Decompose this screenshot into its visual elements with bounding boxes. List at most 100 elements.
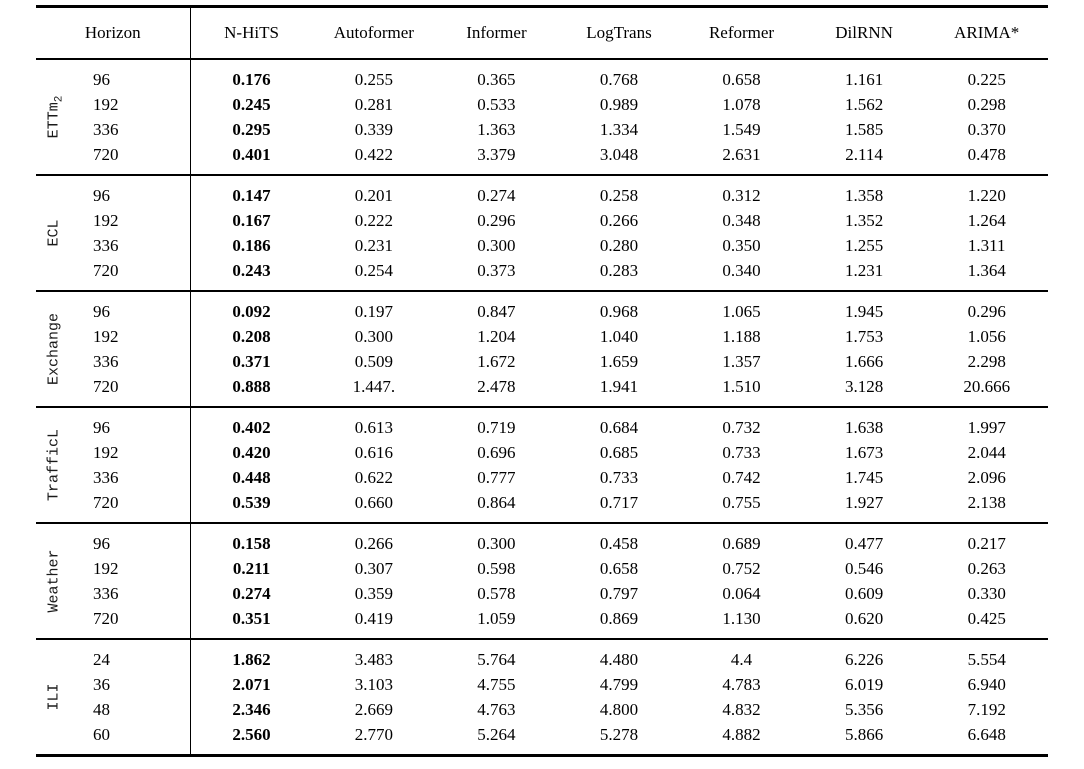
dataset-label: ECL <box>36 175 72 291</box>
metric-cell-autoformer: 1.447. <box>352 377 396 396</box>
metric-cell-dilrnn: 1.638 <box>844 418 884 437</box>
metric-cell-arima: 1.220 <box>967 186 1006 205</box>
metric-cell-logtrans: 3.048 <box>599 145 639 164</box>
metric-cell-dilrnn: 1.927 <box>844 493 884 512</box>
metric-cell-informer: 2.478 <box>477 377 516 396</box>
dataset-label-rotated-text: ILI <box>42 683 67 710</box>
metric-cell-reformer: 0.733 <box>722 443 761 462</box>
horizon-cell: 336 <box>93 352 119 371</box>
metric-cell-autoformer: 3.103 <box>354 675 393 694</box>
table-row: ILI 24 1.862 3.483 5.764 4.480 4.4 6.226 5.554 <box>36 639 1048 711</box>
metric-cell-autoformer: 2.669 <box>354 700 393 719</box>
metric-cell-arima: 1.364 <box>967 261 1006 280</box>
metric-cell-logtrans: 0.717 <box>599 493 639 512</box>
metric-cell-autoformer: 0.422 <box>354 145 393 164</box>
table-row: 36 2.071 3.103 4.755 4.799 4.783 6.019 6.940 <box>36 672 1048 697</box>
metric-cell-dilrnn: 1.231 <box>844 261 884 280</box>
metric-cell-dilrnn: 1.666 <box>844 352 884 371</box>
metric-cell-dilrnn: 1.255 <box>844 236 884 255</box>
metric-cell-autoformer: 0.281 <box>354 95 393 114</box>
horizon-cell: 96 <box>93 534 110 553</box>
horizon-cell: 336 <box>93 468 119 487</box>
metric-cell-logtrans: 0.733 <box>599 468 639 487</box>
column-header-nhits: N-HiTS <box>189 6 313 59</box>
metric-cell-logtrans: 5.278 <box>599 725 639 744</box>
metric-cell-dilrnn: 5.866 <box>844 725 884 744</box>
metric-cell-dilrnn: 6.226 <box>844 650 884 669</box>
metric-cell-informer: 0.696 <box>477 443 516 462</box>
metric-cell-nhits: 0.539 <box>189 490 313 523</box>
metric-cell-autoformer: 0.359 <box>354 584 393 603</box>
metric-cell-logtrans: 0.768 <box>599 70 639 89</box>
horizon-cell: 192 <box>93 95 119 114</box>
metric-cell-arima: 6.648 <box>967 725 1006 744</box>
metric-cell-informer: 0.777 <box>477 468 516 487</box>
metric-cell-nhits: 0.402 <box>189 407 313 440</box>
dataset-label: ETTm2 <box>36 59 72 175</box>
metric-cell-informer: 0.719 <box>477 418 516 437</box>
dataset-label: Exchange <box>36 291 72 407</box>
metric-cell-nhits: 2.560 <box>189 722 313 756</box>
metric-cell-reformer: 4.882 <box>722 725 761 744</box>
table-row: 720 0.351 0.419 1.059 0.869 1.130 0.620 0.425 <box>36 606 1048 639</box>
table-header: Horizon N-HiTS Autoformer Informer LogTr… <box>36 6 1048 59</box>
dataset-group-ettm: ETTm2 96 0.176 0.255 0.365 0.768 0.658 1.161 0.2… <box>36 59 1048 175</box>
horizon-cell: 720 <box>93 145 119 164</box>
horizon-cell: 336 <box>93 584 119 603</box>
metric-cell-informer: 5.764 <box>477 650 516 669</box>
metric-cell-autoformer: 0.231 <box>354 236 393 255</box>
horizon-cell: 60 <box>93 725 110 744</box>
metric-cell-informer: 1.204 <box>477 327 516 346</box>
metric-cell-informer: 4.755 <box>477 675 516 694</box>
metric-cell-logtrans: 4.799 <box>599 675 639 694</box>
metric-cell-logtrans: 4.480 <box>599 650 639 669</box>
horizon-cell: 36 <box>93 675 110 694</box>
table-row: 336 0.371 0.509 1.672 1.659 1.357 1.666 2.298 <box>36 349 1048 374</box>
column-header-informer: Informer <box>466 23 527 42</box>
metric-cell-reformer: 4.783 <box>722 675 761 694</box>
metric-cell-nhits: 2.071 <box>189 672 313 697</box>
metric-cell-autoformer: 0.197 <box>354 302 393 321</box>
metric-cell-nhits: 0.158 <box>189 523 313 556</box>
table-row: 192 0.208 0.300 1.204 1.040 1.188 1.753 1.056 <box>36 324 1048 349</box>
dataset-label: ILI <box>36 639 72 756</box>
horizon-cell: 192 <box>93 559 119 578</box>
metric-cell-nhits: 0.295 <box>189 117 313 142</box>
metric-cell-nhits: 0.092 <box>189 291 313 324</box>
metric-cell-autoformer: 0.222 <box>354 211 393 230</box>
metric-cell-dilrnn: 1.753 <box>844 327 884 346</box>
horizon-cell: 192 <box>93 327 119 346</box>
metric-cell-autoformer: 0.509 <box>354 352 393 371</box>
dataset-label-text: Weather <box>45 549 63 613</box>
dataset-label-rotated-text: Weather <box>42 549 67 612</box>
metric-cell-autoformer: 0.254 <box>354 261 393 280</box>
table-row: 720 0.888 1.447. 2.478 1.941 1.510 3.128 20.666 <box>36 374 1048 407</box>
metric-cell-dilrnn: 6.019 <box>844 675 884 694</box>
horizon-cell: 192 <box>93 211 119 230</box>
horizon-cell: 720 <box>93 493 119 512</box>
metric-cell-reformer: 0.064 <box>722 584 761 603</box>
metric-cell-autoformer: 0.201 <box>354 186 393 205</box>
metric-cell-logtrans: 0.258 <box>599 186 639 205</box>
metric-cell-dilrnn: 1.945 <box>844 302 884 321</box>
metric-cell-dilrnn: 1.745 <box>844 468 884 487</box>
table-row: 192 0.211 0.307 0.598 0.658 0.752 0.546 0.263 <box>36 556 1048 581</box>
metric-cell-arima: 0.296 <box>967 302 1006 321</box>
metric-cell-nhits: 2.346 <box>189 697 313 722</box>
metric-cell-logtrans: 0.658 <box>599 559 639 578</box>
metric-cell-nhits: 0.245 <box>189 92 313 117</box>
horizon-cell: 48 <box>93 700 110 719</box>
metric-cell-dilrnn: 1.161 <box>844 70 884 89</box>
metric-cell-logtrans: 4.800 <box>599 700 639 719</box>
metric-cell-logtrans: 0.797 <box>599 584 639 603</box>
table-row: 60 2.560 2.770 5.264 5.278 4.882 5.866 6.648 <box>36 722 1048 756</box>
metric-cell-arima: 0.298 <box>967 95 1006 114</box>
metric-cell-reformer: 1.188 <box>722 327 761 346</box>
metric-cell-nhits: 0.167 <box>189 208 313 233</box>
metric-cell-logtrans: 0.968 <box>599 302 639 321</box>
dataset-group-ili: ILI 24 1.862 3.483 5.764 4.480 4.4 6.226 5.554 36… <box>36 639 1048 756</box>
metric-cell-reformer: 0.732 <box>722 418 761 437</box>
horizon-cell: 96 <box>93 186 110 205</box>
table-row: 336 0.448 0.622 0.777 0.733 0.742 1.745 2.096 <box>36 465 1048 490</box>
metric-cell-arima: 0.478 <box>967 145 1006 164</box>
